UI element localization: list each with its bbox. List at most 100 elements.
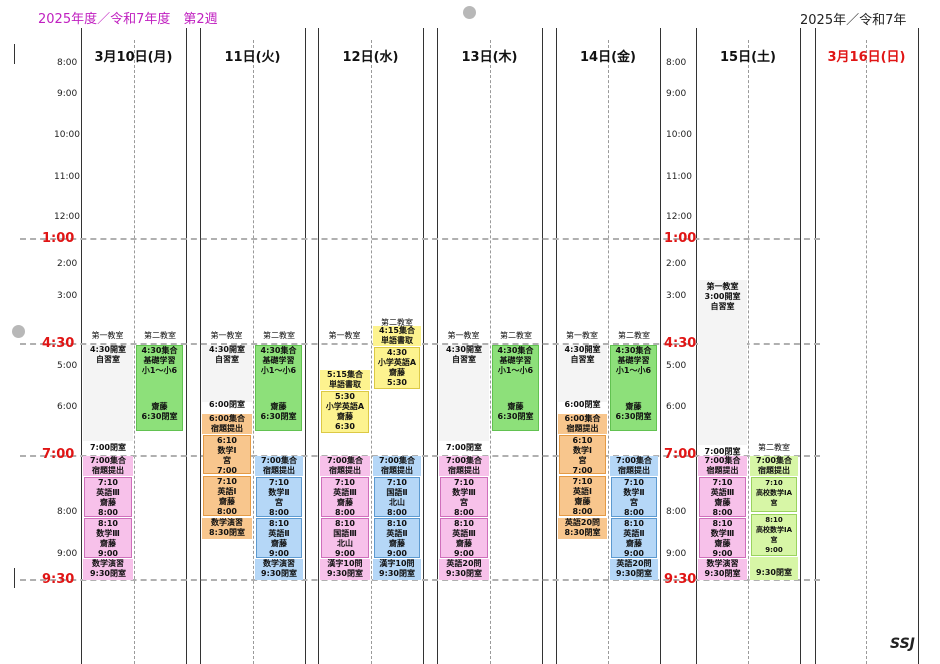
event-line: 宮 [275, 498, 283, 507]
event-line: 数学演習 [706, 559, 739, 568]
event-line: 宿題提出 [329, 466, 361, 475]
event-line: 4:30 [387, 348, 407, 357]
event-line: 宿題提出 [211, 424, 243, 433]
event-block: 4:30集合 基礎学習 小1～小6 齋藤 6:30閉室 [610, 345, 657, 431]
event-line: 齋藤 [151, 402, 168, 411]
event-line: 9:00 [98, 549, 118, 558]
event-line: 宿題提出 [263, 466, 295, 475]
event-line: 数学演習 [211, 518, 243, 527]
event-line: 7:00閉室 [704, 447, 741, 456]
time-label: 8:00 [57, 58, 78, 68]
time-label: 8:00 [666, 58, 687, 68]
event-line: 9:30閉室 [90, 569, 126, 578]
event-line: 9:30閉室 [261, 569, 297, 578]
event-block: 5:15集合 単語書取 [320, 370, 370, 390]
day-header-sun: 3月16日(日) [827, 50, 906, 65]
event-line: 英語Ⅲ [96, 488, 120, 497]
event-line: 8:00 [624, 508, 644, 517]
event-line: 8:10 [765, 516, 783, 524]
event-line: 高校数学ⅠA [755, 526, 793, 534]
grid-dash [748, 40, 749, 664]
grid-dash [253, 40, 254, 664]
event-line: 6:30閉室 [141, 412, 178, 421]
event-line: 宿題提出 [448, 466, 480, 475]
grid-line [918, 28, 919, 664]
event-block: 6:00集合 宿題提出 [202, 414, 252, 434]
event-line: 数学Ⅱ [623, 488, 645, 497]
time-label: 3:00 [666, 291, 687, 301]
event-line: 漢字10問 [327, 559, 363, 568]
time-label: 5:00 [57, 361, 78, 371]
event-line: 小1～小6 [260, 366, 297, 375]
event-line: 7:00集合 [616, 456, 652, 465]
event-block: 第一教室 3:00開室 自習室 [698, 280, 747, 445]
event-block: 8:10 高校数学ⅠA 宮 9:00 [751, 514, 797, 556]
event-line: 4:15集合 [379, 326, 415, 335]
day-header-sat: 15日(土) [720, 50, 776, 65]
event-line: 4:30開室 [209, 345, 245, 354]
event-line: 7:10 [98, 478, 118, 487]
event-line: 6:30閉室 [615, 412, 652, 421]
time-label-major: 7:00 [42, 447, 75, 462]
event-line: 3:00開室 [704, 292, 741, 301]
grid-dash [866, 40, 867, 664]
event-line: 齋藤 [271, 539, 287, 548]
event-line: 9:30閉室 [704, 569, 741, 578]
event-block: 8:10 国語Ⅲ 北山 9:00 [321, 518, 369, 558]
event-block: 数学演習 9:30閉室 [698, 559, 747, 580]
event-line: 7:00閉室 [90, 443, 126, 452]
time-label: 2:00 [57, 259, 78, 269]
event-line: 8:00 [712, 508, 733, 517]
event-line: 数学Ⅱ [268, 488, 290, 497]
event-line: 宮 [578, 456, 587, 465]
grid-dash [134, 40, 135, 664]
event-line: 単語書取 [329, 380, 361, 389]
event-line: 宮 [460, 498, 468, 507]
event-line: 数学演習 [92, 559, 124, 568]
event-line: 齋藤 [219, 497, 235, 506]
grid-line [542, 28, 543, 664]
event-line: 7:00集合 [704, 456, 741, 465]
event-block: 5:30 小学英語A 齋藤 6:30 [321, 391, 369, 433]
event-line: 宿題提出 [381, 466, 413, 475]
time-label-major: 1:00 [664, 231, 697, 246]
event-line: 齋藤 [625, 402, 642, 411]
event-line: 漢字10問 [379, 559, 415, 568]
time-label: 12:00 [666, 212, 692, 222]
time-label: 12:00 [54, 212, 80, 222]
event-line: 齋藤 [337, 498, 353, 507]
room-label: 第二教室 [263, 331, 295, 340]
event-block: 7:10 英語Ⅲ 齋藤 8:00 [321, 477, 369, 517]
room-label: 第一教室 [328, 331, 361, 340]
event-line: 9:00 [269, 549, 289, 558]
event-line: 基礎学習 [143, 356, 176, 365]
punch-hole-top [463, 6, 476, 19]
event-line: 8:10 [712, 519, 733, 528]
time-label: 9:00 [666, 89, 687, 99]
event-line: 7:10 [712, 478, 733, 487]
event-line: 英語Ⅱ [623, 529, 645, 538]
event-line: 7:00集合 [261, 456, 297, 465]
event-line: 自習室 [710, 302, 735, 311]
event-block: 7:10 英語Ⅰ 齋藤 8:00 [203, 476, 251, 516]
grid-line [318, 28, 319, 664]
time-label: 8:00 [666, 507, 687, 517]
event-line: 小1～小6 [615, 366, 652, 375]
event-line: 4:30集合 [497, 346, 534, 355]
time-label: 10:00 [666, 130, 692, 140]
margin-tick-top [14, 44, 15, 64]
event-line: 7:10 [454, 478, 474, 487]
event-block: 4:30集合 基礎学習 小1～小6 齋藤 6:30閉室 [136, 345, 183, 431]
time-label: 5:00 [666, 361, 687, 371]
grid-dash [371, 40, 372, 664]
event-line: 宿題提出 [566, 424, 599, 433]
event-line: 8:30閉室 [564, 528, 601, 537]
event-block: 英語20問 9:30閉室 [610, 559, 658, 580]
time-label: 10:00 [54, 130, 80, 140]
event-line: 9:30閉室 [616, 569, 652, 578]
event-block: 4:30集合 基礎学習 小1～小6 齋藤 6:30閉室 [255, 345, 302, 431]
event-line: 4:30集合 [260, 346, 297, 355]
event-line: 宿題提出 [758, 466, 790, 475]
event-block: 7:10 英語Ⅲ 齋藤 8:00 [84, 477, 132, 517]
event-line: 英語20問 [446, 559, 482, 568]
